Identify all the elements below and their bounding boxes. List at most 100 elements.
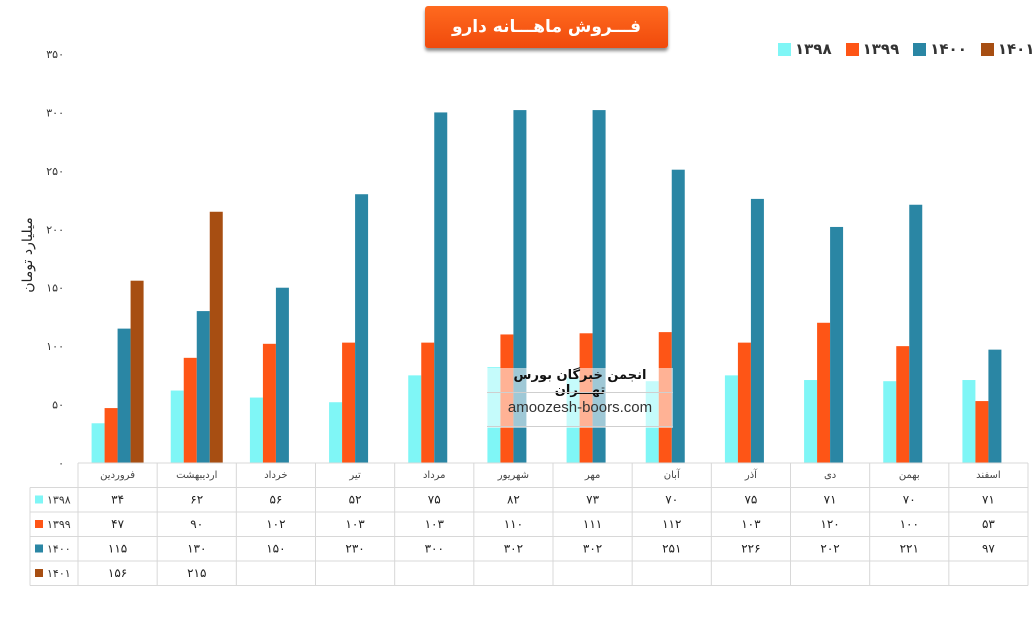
category-label: اسفند [976,470,1000,481]
legend-swatch [845,42,859,56]
bar [737,342,751,463]
data-label: ۱۱۰ [504,517,523,531]
legend-label: ۱۴۰۰ [930,40,967,58]
data-label: ۷۵ [428,493,441,507]
category-label: خرداد [264,470,287,481]
data-label: ۷۳ [586,493,599,507]
table-legend-key [35,520,43,528]
data-label: ۱۰۳ [345,517,365,531]
data-label: ۱۱۲ [662,517,681,531]
data-label: ۲۱۵ [187,566,206,580]
y-tick-label: ۵۰ [52,399,64,412]
data-label: ۱۰۳ [425,517,445,531]
data-label: ۷۱ [824,493,837,507]
bar [104,408,118,463]
legend-item: ۱۴۰۰ [913,40,967,58]
table-series-label: ۱۳۹۹ [47,518,71,531]
legend-item: ۱۳۹۸ [778,40,832,58]
category-label: تیر [348,470,361,481]
data-label: ۷۰ [665,493,678,507]
bar [170,390,184,463]
bar [724,375,738,463]
data-label: ۹۷ [982,542,995,556]
legend-item: ۱۴۰۱ [980,40,1035,58]
legend-swatch [980,42,994,56]
data-label: ۳۰۲ [504,542,523,556]
bar [804,380,818,463]
data-label: ۵۶ [269,493,282,507]
watermark-divider [487,392,673,393]
category-label: اردیبهشت [176,470,217,481]
data-label: ۲۰۲ [820,542,839,556]
y-tick-label: ۳۵۰ [46,48,64,61]
table-series-label: ۱۳۹۸ [47,494,71,507]
data-label: ۷۵ [744,493,757,507]
category-label: آذر [744,468,758,481]
bar [91,423,105,463]
watermark-url: amoozesh-boors.com [507,399,653,416]
data-label: ۲۳۰ [345,542,364,556]
bar [896,346,910,463]
bar [750,198,764,463]
data-label: ۲۲۱ [900,542,919,556]
data-label: ۴۷ [111,517,124,531]
chart-title-box: فـــروش ماهـــانه دارو [425,6,668,48]
bar [817,322,831,463]
y-tick-label: ۱۵۰ [46,282,64,295]
data-label: ۲۲۶ [741,542,760,556]
y-tick-label: ۲۰۰ [46,223,64,236]
category-label: فروردین [100,470,135,481]
y-tick-label: ۳۰۰ [46,106,64,119]
bar [262,343,276,463]
bar [408,375,422,463]
category-label: شهریور [497,470,529,481]
bar [988,349,1002,463]
bar [130,280,144,463]
category-label: مرداد [423,470,446,481]
category-label: بهمن [899,470,920,481]
bar [830,226,844,463]
bar [275,287,289,463]
data-label: ۵۲ [349,493,362,507]
watermark: انجمن خبرگان بورس تهـــران amoozesh-boor… [487,368,673,428]
data-label: ۸۲ [507,493,520,507]
table-legend-key [35,495,43,504]
y-tick-label: ۱۰۰ [46,340,64,353]
bar [183,357,197,463]
bar [909,204,923,463]
data-label: ۱۳۰ [187,542,206,556]
table-legend-key [35,569,43,577]
y-tick-label: ۰ [58,457,64,470]
bar [421,342,435,463]
bar [329,402,343,463]
table-legend-key [35,544,43,553]
data-label: ۱۱۱ [583,517,602,531]
bar [117,328,131,463]
category-label: مهر [584,470,600,481]
bar [355,194,369,463]
y-axis-label: میلیارد تومان [20,217,36,293]
data-label: ۷۱ [982,493,995,507]
category-label: آبان [664,468,681,481]
legend-swatch [913,42,927,56]
data-label: ۷۰ [903,493,916,507]
data-label: ۱۱۵ [108,542,127,556]
watermark-divider [487,426,673,427]
y-tick-label: ۲۵۰ [46,165,64,178]
data-label: ۱۵۶ [108,566,127,580]
data-label: ۳۰۲ [583,542,602,556]
bar [671,169,685,463]
data-label: ۱۰۳ [741,517,761,531]
data-label: ۲۵۱ [662,542,681,556]
bar [883,381,897,463]
chart-title: فـــروش ماهـــانه دارو [451,17,642,37]
bar [975,401,989,463]
data-label: ۱۰۲ [266,517,285,531]
data-label: ۵۳ [982,517,995,531]
bar [962,380,976,463]
bar [196,311,210,463]
bar [342,342,356,463]
data-label: ۶۲ [190,493,203,507]
data-label: ۳۰۰ [425,542,444,556]
